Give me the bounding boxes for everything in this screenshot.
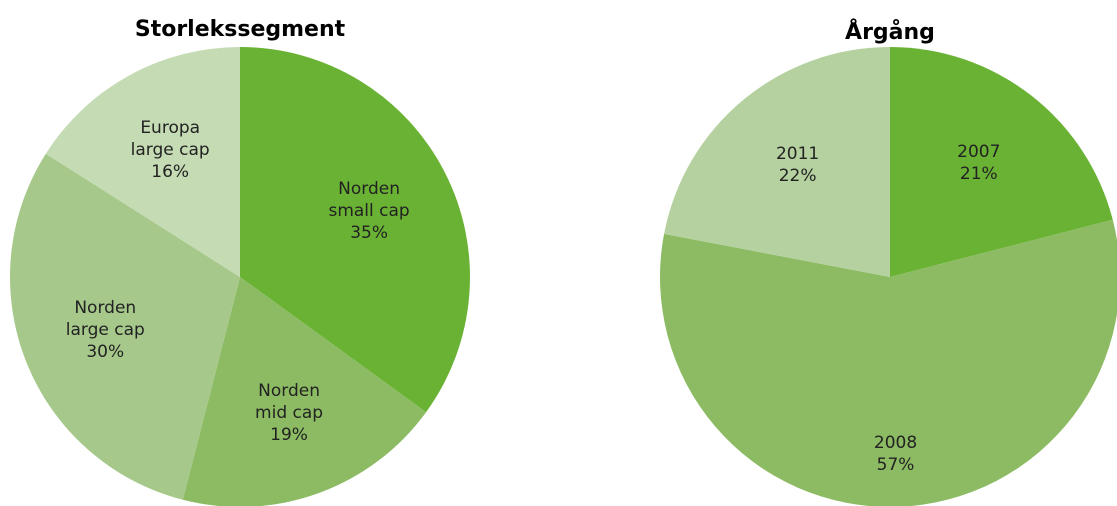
pie-slice — [45, 47, 240, 277]
value-label: 16% — [151, 162, 190, 183]
category-label: 2011 — [775, 144, 820, 165]
pie-slice — [664, 47, 890, 277]
category-label: 2007 — [957, 141, 1001, 162]
label-box: Europa large cap 16% — [125, 90, 215, 210]
category-label: Europa large cap — [130, 118, 210, 161]
value-label: 21% — [959, 163, 998, 184]
category-label: Norden small cap — [328, 179, 410, 222]
label-box: 2011 22% — [753, 105, 843, 225]
category-label: Norden mid cap — [255, 381, 324, 424]
value-label: 19% — [270, 425, 308, 446]
value-label: 35% — [350, 223, 388, 244]
category-label: Norden large cap — [65, 298, 145, 341]
label-box: Norden mid cap 19% — [244, 353, 334, 473]
pie-slice — [240, 47, 470, 413]
label-box: 2007 21% — [934, 103, 1024, 223]
value-label: 30% — [86, 342, 125, 363]
pie-slice — [660, 219, 1117, 506]
chart-title: Årgång — [845, 19, 935, 45]
category-label: 2008 — [873, 433, 918, 453]
label-box: Norden large cap 30% — [60, 270, 150, 390]
value-label: 57% — [876, 455, 915, 475]
value-label: 22% — [778, 166, 817, 187]
pie-slice — [182, 277, 427, 506]
pie-slice — [9, 153, 240, 500]
label-box: Norden small cap 35% — [324, 151, 414, 271]
chart-title: Storlekssegment — [135, 17, 346, 42]
pie-slice — [890, 47, 1113, 277]
label-box: 2008 57% — [851, 394, 941, 506]
